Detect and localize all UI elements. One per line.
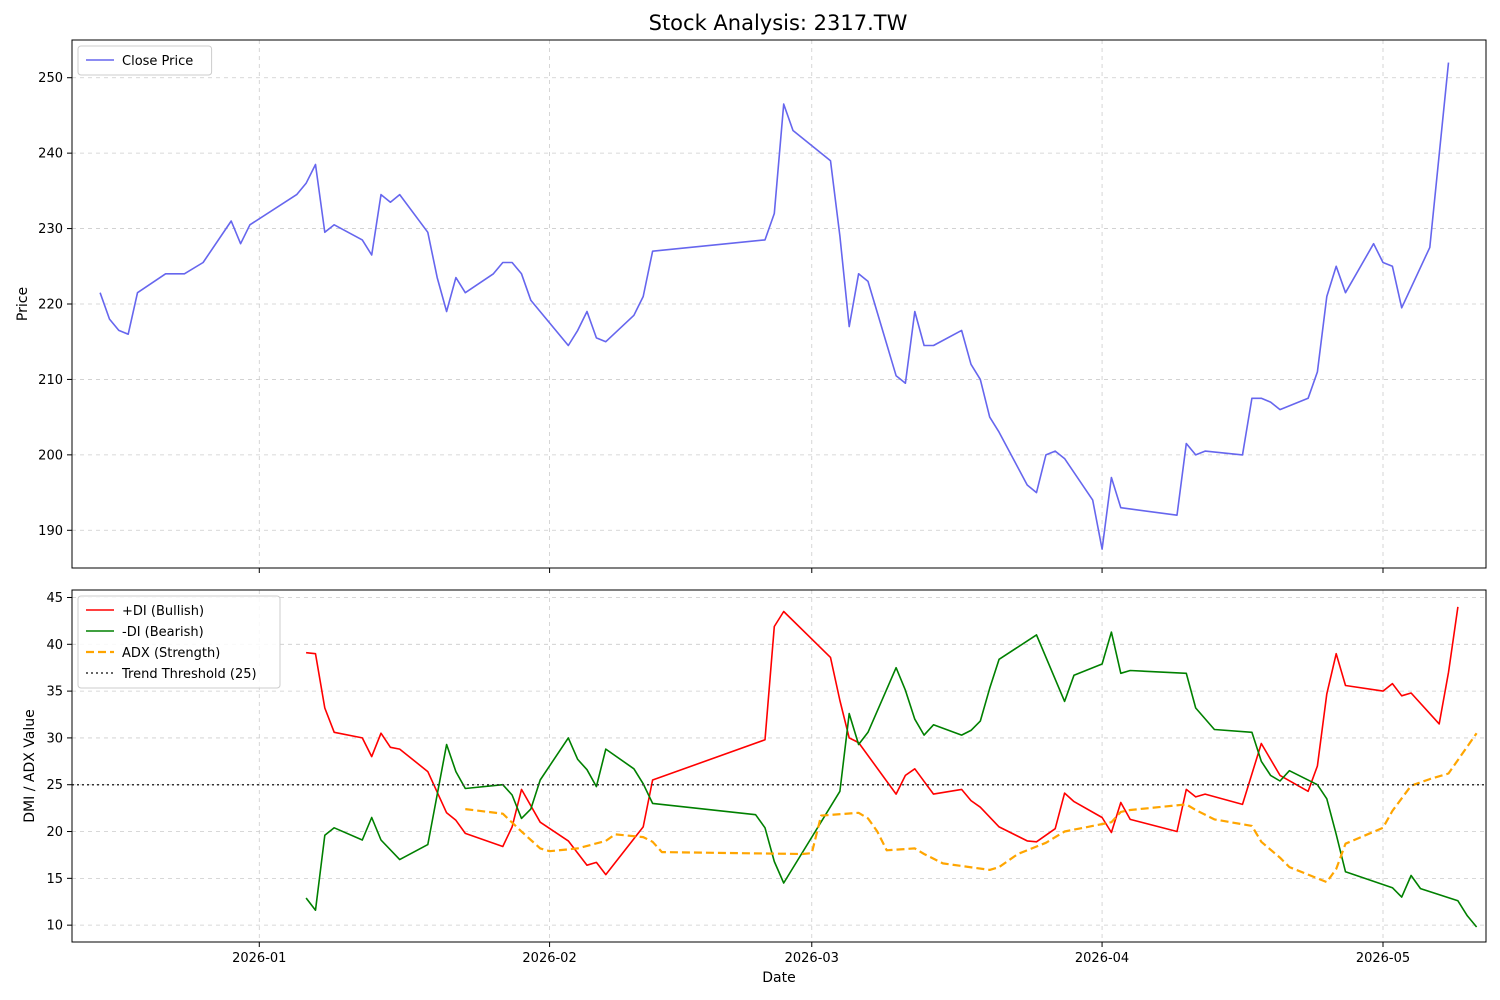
legend-label: ADX (Strength) — [122, 646, 220, 661]
legend-box — [77, 45, 213, 76]
indicator-axis-label: DMI / ADX Value — [22, 709, 38, 822]
y-tick-label: 210 — [38, 373, 63, 388]
y-tick-label: 30 — [46, 731, 63, 746]
price-x-axis — [258, 568, 1384, 573]
y-tick-label: 220 — [38, 298, 63, 313]
legend-label: Trend Threshold (25) — [121, 667, 257, 682]
indicator-panel-frame — [71, 589, 1487, 943]
y-tick-label: 35 — [46, 685, 63, 700]
y-tick-label: 190 — [38, 524, 63, 539]
y-tick-label: 20 — [46, 825, 63, 840]
chart-title: Stock Analysis: 2317.TW — [649, 11, 908, 35]
series-close-price — [99, 62, 1450, 550]
legend-label: -DI (Bearish) — [122, 625, 204, 640]
price-series — [99, 62, 1450, 550]
y-tick-label: 40 — [46, 638, 63, 653]
price-grid — [72, 40, 1486, 568]
x-tick-label: 2026-04 — [1075, 951, 1129, 966]
x-tick-label: 2026-05 — [1356, 951, 1410, 966]
series-di-bearish — [305, 631, 1478, 928]
price-axis-label: Price — [15, 287, 31, 321]
price-y-axis: 190 200 210 220 230 240 250 — [38, 71, 72, 539]
date-axis-label: Date — [762, 970, 795, 986]
x-tick-label: 2026-02 — [522, 951, 576, 966]
price-legend: Close Price — [77, 45, 213, 76]
y-tick-label: 230 — [38, 222, 63, 237]
indicator-y-axis: 10 15 20 25 30 35 40 45 — [46, 591, 72, 934]
y-tick-label: 240 — [38, 147, 63, 162]
y-tick-label: 250 — [38, 71, 63, 86]
x-tick-label: 2026-01 — [232, 951, 286, 966]
legend-label: Close Price — [122, 54, 193, 69]
legend-label: +DI (Bullish) — [122, 604, 204, 619]
series-di-bullish — [306, 606, 1459, 876]
x-tick-label: 2026-03 — [785, 951, 839, 966]
date-axis: 2026-01 2026-02 2026-03 2026-04 2026-05 — [232, 942, 1410, 966]
y-tick-label: 200 — [38, 448, 63, 463]
y-tick-label: 10 — [46, 919, 63, 934]
indicator-legend: +DI (Bullish) -DI (Bearish) ADX (Strength)… — [77, 595, 281, 689]
y-tick-label: 25 — [46, 778, 63, 793]
legend-box — [77, 595, 281, 689]
y-tick-label: 15 — [46, 872, 63, 887]
indicator-series — [72, 606, 1486, 928]
series-adx-strength — [465, 732, 1478, 884]
y-tick-label: 45 — [46, 591, 63, 606]
